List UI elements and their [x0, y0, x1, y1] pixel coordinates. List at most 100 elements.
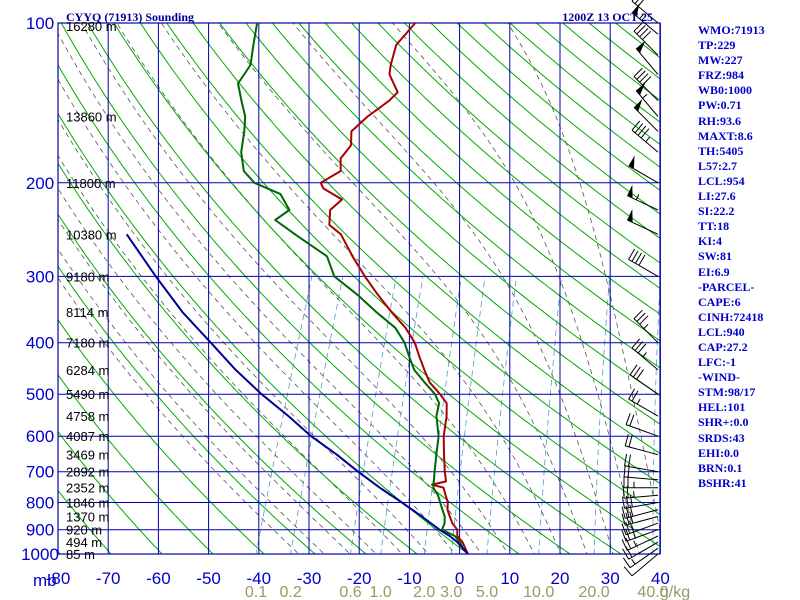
pressure-tick-label: 800 — [26, 494, 54, 513]
index-item: LI:27.6 — [698, 189, 736, 204]
wind-barb-feather — [631, 338, 641, 349]
mixing-ratio-line — [486, 276, 517, 554]
dry-adiabat-line — [298, 23, 660, 342]
wind-barb — [633, 22, 659, 56]
mixing-ratio-label: 5.0 — [476, 584, 498, 600]
wind-barb — [629, 364, 659, 395]
wind-barb — [631, 338, 659, 371]
wind-barb-feather — [621, 523, 627, 535]
index-item: BRN:0.1 — [698, 460, 743, 475]
index-item: BSHR:41 — [698, 475, 747, 490]
pressure-tick-label: 700 — [26, 463, 54, 482]
wind-barb-feather — [623, 566, 633, 577]
wind-barb-feather — [629, 511, 634, 524]
wind-barb-feather — [634, 0, 639, 5]
wind-barb-staff — [633, 30, 659, 56]
index-item: WMO:71913 — [698, 23, 765, 37]
height-label: 5490 m — [66, 387, 109, 402]
index-item: SW:81 — [698, 249, 733, 264]
temperature-tick-label: 40 — [651, 569, 670, 588]
wind-barb — [624, 453, 659, 473]
wind-barb — [628, 388, 659, 417]
wind-barb-staff — [629, 374, 659, 395]
pressure-tick-label: 300 — [26, 267, 54, 286]
wind-barb — [626, 209, 659, 235]
wind-barb — [631, 0, 659, 24]
dry-adiabat-line — [58, 374, 214, 554]
pressure-axis-labels: 100 200 300 400 500 600 700 800 900 1000 — [21, 14, 59, 564]
wind-barb-pennant — [636, 40, 646, 53]
wind-barb-feather — [642, 30, 652, 41]
wind-barb-staff — [635, 48, 659, 75]
wind-barb-feather — [636, 312, 646, 322]
wind-barb-staff — [628, 258, 659, 277]
wind-barb-feather — [639, 28, 649, 38]
index-item: LCL:954 — [698, 173, 745, 188]
height-label: 7180 m — [66, 336, 109, 351]
dewpoint-profile-line — [237, 23, 469, 554]
wind-barb — [626, 184, 659, 211]
dry-adiabat-line — [245, 23, 660, 397]
plot-frame — [57, 22, 661, 555]
dry-adiabat-line — [58, 213, 367, 554]
wind-barb-staff — [625, 529, 659, 542]
mixing-ratio-label: 3.0 — [440, 584, 462, 600]
wind-barb-staff — [633, 318, 659, 344]
index-item: MW:227 — [698, 53, 743, 68]
index-item: LCL:940 — [698, 324, 745, 339]
chart-title: CYYQ (71913) Sounding — [66, 10, 194, 24]
temperature-axis-labels: -80 -70 -60 -50 -40 -30 -20 -10 0 10 20 30 40 — [46, 569, 670, 588]
wind-barb — [635, 40, 659, 75]
wind-barb-staff — [635, 90, 659, 117]
wind-barb-half-feather — [642, 93, 648, 99]
wind-barb — [633, 98, 659, 132]
wind-barb-half-feather — [632, 532, 636, 539]
wind-barb — [631, 120, 659, 153]
index-item: FRZ:984 — [698, 68, 744, 83]
wind-barb-staff — [626, 535, 659, 551]
wind-barb-feather — [633, 67, 643, 77]
index-item: EI:6.9 — [698, 264, 730, 279]
wind-barb-staff — [624, 465, 659, 473]
wind-barb-feather — [632, 366, 641, 378]
wind-barb-feather — [634, 341, 644, 351]
wind-barb-staff — [625, 445, 659, 456]
moist-adiabat-line — [58, 32, 482, 554]
height-label: 4758 m — [66, 409, 109, 424]
height-label: 9180 m — [66, 269, 109, 284]
pressure-unit-label: mb — [33, 571, 57, 590]
wind-barb-feather — [625, 522, 631, 534]
wind-barb-staff — [631, 553, 659, 577]
mixing-ratio-line — [538, 276, 562, 554]
wind-barb-half-feather — [642, 352, 647, 358]
index-item: MAXT:8.6 — [698, 128, 753, 143]
index-item: SI:22.2 — [698, 204, 735, 219]
wind-barb-feather — [625, 546, 633, 558]
wind-barb-feather — [629, 364, 638, 375]
wind-barb — [622, 547, 659, 569]
index-item: HEL:101 — [698, 400, 746, 415]
wind-barb-feather — [637, 125, 647, 136]
index-item: TH:5405 — [698, 143, 744, 158]
wind-barb-feather — [642, 76, 652, 86]
dry-adiabat-line — [58, 430, 163, 554]
mixing-ratio-label: 2.0 — [413, 584, 435, 600]
wind-barb-feather — [621, 539, 628, 551]
height-labels: 16280 m 13860 m 11800 m 10380 m 9180 m 8114 m… — [66, 19, 117, 562]
mixing-ratio-line — [652, 278, 660, 554]
wind-barb-feather — [638, 254, 646, 266]
height-label: 16280 m — [66, 19, 117, 34]
pressure-tick-label: 500 — [26, 385, 54, 404]
mixing-ratio-label: 40.0 — [637, 584, 668, 600]
wind-barb-feather — [621, 513, 626, 526]
wind-barb-feather — [625, 413, 631, 425]
wind-barb — [622, 541, 659, 560]
dry-adiabat-line — [324, 23, 660, 315]
wind-barb-feather — [628, 388, 636, 400]
wind-barb — [628, 248, 659, 277]
index-item: CINH:72418 — [698, 309, 764, 324]
dry-adiabat-line — [218, 23, 660, 425]
index-item: SRDS:43 — [698, 430, 745, 445]
temperature-profile-line — [319, 23, 469, 554]
